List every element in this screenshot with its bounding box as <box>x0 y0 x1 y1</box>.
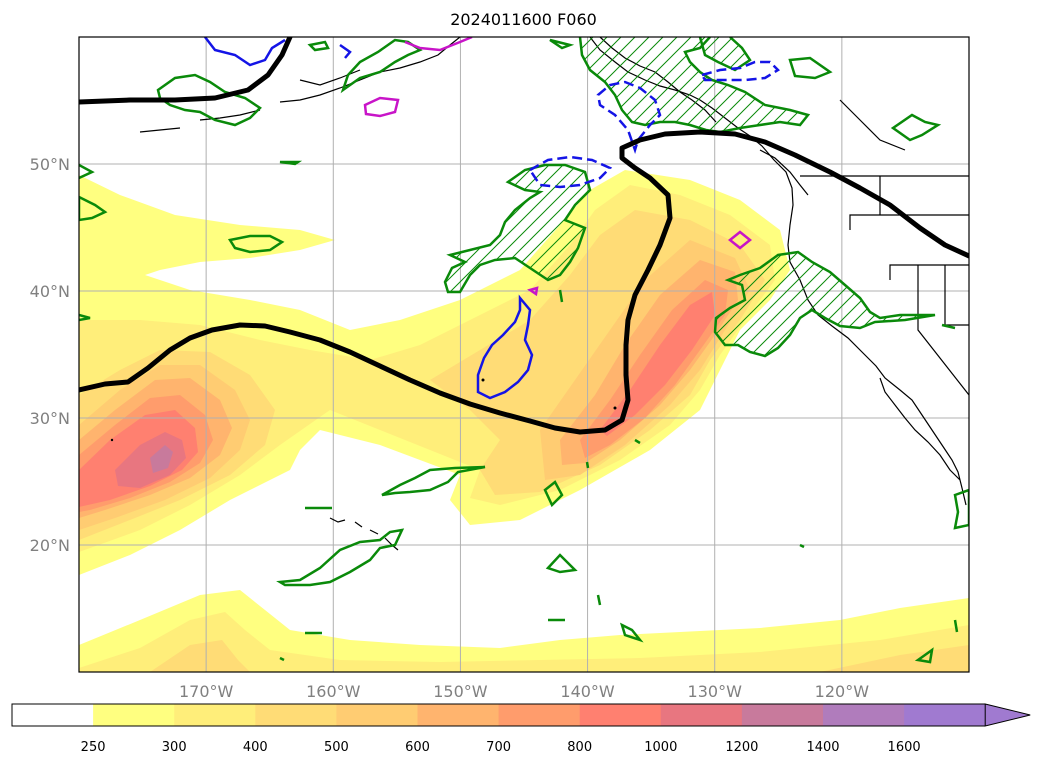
longitude-label: 170°W <box>179 682 234 701</box>
magenta-contour-2 <box>363 96 400 118</box>
colorbar-level-label: 500 <box>324 740 349 755</box>
ivt-region-south-300 <box>79 612 969 672</box>
magenta-contour-4 <box>527 286 539 297</box>
ivt-region-main-700 <box>79 280 728 512</box>
colorbar-outline <box>11 703 986 727</box>
colorbar-level-label: 800 <box>567 740 592 755</box>
green-contour-gulf-alaska <box>578 37 811 134</box>
gridlines <box>79 37 969 672</box>
green-contour-ne-pacific <box>443 163 592 294</box>
green-contour-small-1 <box>227 234 285 254</box>
colorbar-swatch <box>660 704 743 726</box>
latitude-label: 20°N <box>30 536 70 555</box>
islands-layer <box>110 378 617 442</box>
colorbar-extend-arrow <box>984 703 1031 727</box>
green-contour-subtropical <box>381 465 486 497</box>
latitude-label: 30°N <box>30 409 70 428</box>
coastline-vancouver-island <box>759 149 809 196</box>
colorbar-swatch <box>255 704 337 726</box>
green-contour-small-4 <box>788 56 942 142</box>
ivt-region-south <box>79 590 969 672</box>
colorbar-level-label: 1000 <box>644 740 677 755</box>
colorbar-level-label: 700 <box>486 740 511 755</box>
ivt-region-main-600 <box>79 260 738 518</box>
green-contour-small-9 <box>79 289 956 469</box>
map-area <box>79 37 969 672</box>
green-contour-small-5 <box>307 38 575 52</box>
green-contour-small-6 <box>543 480 578 574</box>
green-contour-small-2 <box>79 163 108 222</box>
map-frame <box>78 36 970 673</box>
longitude-label: 150°W <box>433 682 488 701</box>
colorbar-swatch <box>823 704 905 726</box>
ivt-fill-layer <box>79 170 969 672</box>
longitude-label: 160°W <box>306 682 361 701</box>
colorbar-swatch <box>174 704 256 726</box>
colorbar: 250 300 400 500 600 700 800 1000 1200 1400 1600 <box>11 703 1031 755</box>
colorbar-swatch <box>579 704 662 726</box>
green-contour-west-coast <box>713 250 936 358</box>
island-dot <box>613 406 617 410</box>
blue-contour-dashed-1 <box>528 155 613 189</box>
colorbar-swatch <box>93 704 175 726</box>
longitude-labels: 170°W 160°W 150°W 140°W 130°W 120°W <box>179 682 869 701</box>
green-contour-layer <box>79 37 969 664</box>
colorbar-swatch <box>498 704 581 726</box>
green-contour-bering <box>156 73 262 127</box>
longitude-label: 140°W <box>560 682 615 701</box>
colorbar-swatch <box>741 704 824 726</box>
green-contour-small-8 <box>279 488 969 664</box>
magenta-contour-1 <box>727 230 753 250</box>
colorbar-level-label: 400 <box>243 740 268 755</box>
island-dot <box>481 378 485 382</box>
latitude-labels: 20°N 30°N 40°N 50°N <box>30 155 70 555</box>
colorbar-swatch <box>336 704 418 726</box>
colorbar-level-label: 250 <box>81 740 106 755</box>
latitude-label: 50°N <box>30 155 70 174</box>
green-contour-small-3 <box>279 160 303 166</box>
ivt-region-north-pacific <box>79 175 335 300</box>
longitude-label: 120°W <box>815 682 870 701</box>
colorbar-level-label: 1200 <box>725 740 758 755</box>
colorbar-level-label: 600 <box>405 740 430 755</box>
green-contour-hawaii-1 <box>276 528 405 587</box>
map-title: 2024011600 F060 <box>450 10 597 29</box>
colorbar-swatch <box>12 704 94 726</box>
black-contour-north <box>79 37 293 105</box>
colorbar-level-label: 1400 <box>806 740 839 755</box>
colorbar-level-label: 300 <box>162 740 187 755</box>
ivt-region-main-1200 <box>150 445 173 473</box>
island-dot <box>110 438 114 442</box>
green-contour-small-7 <box>548 594 644 643</box>
black-contour-layer <box>79 37 969 435</box>
blue-contour-subtropical-low <box>476 294 534 400</box>
blue-contour-north <box>204 37 352 67</box>
ivt-region-south-400 <box>150 640 969 672</box>
coastline-baja <box>879 377 961 481</box>
black-contour-trough <box>79 129 969 435</box>
latitude-label: 40°N <box>30 282 70 301</box>
colorbar-swatch <box>417 704 500 726</box>
blue-contour-layer <box>204 37 781 400</box>
magenta-contour-3 <box>404 37 473 52</box>
colorbar-level-label: 1600 <box>888 740 921 755</box>
magenta-contour-layer <box>363 37 753 297</box>
coastline-hawaii <box>329 517 399 551</box>
longitude-label: 130°W <box>688 682 743 701</box>
colorbar-swatch <box>904 704 986 726</box>
blue-contour-dashed-2 <box>596 60 781 155</box>
